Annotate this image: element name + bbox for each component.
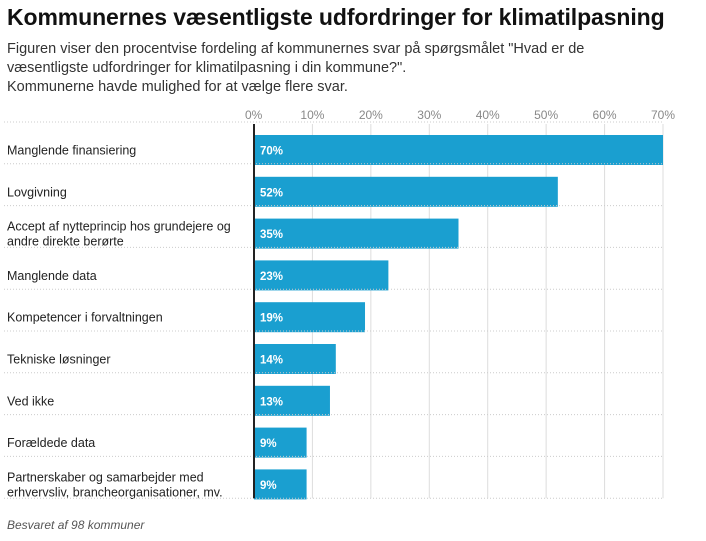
x-tick-label: 0% [245, 108, 263, 122]
x-tick-label: 50% [534, 108, 558, 122]
bar-value-label: 13% [260, 396, 283, 408]
bar [254, 469, 307, 500]
x-tick-label: 30% [417, 108, 441, 122]
bar [254, 385, 330, 416]
chart-title: Kommunernes væsentligste udfordringer fo… [7, 4, 665, 30]
bar [254, 302, 366, 333]
category-label: Partnerskaber og samarbejder med [7, 470, 204, 484]
chart-subtitle: Figuren viser den procentvise fordeling … [7, 40, 687, 97]
x-tick-label: 20% [359, 108, 383, 122]
bar-value-label: 14% [260, 355, 283, 367]
subtitle-line-1: Figuren viser den procentvise fordeling … [7, 41, 585, 57]
x-tick-label: 10% [300, 108, 324, 122]
subtitle-line-3: Kommunerne havde mulighed for at vælge f… [7, 79, 348, 95]
bar [254, 135, 663, 165]
category-label: Ved ikke [7, 394, 54, 408]
bar-value-label: 9% [260, 480, 277, 492]
bar-value-label: 70% [260, 146, 283, 158]
bar-value-label: 9% [260, 438, 277, 450]
chart-footnote: Besvaret af 98 kommuner [7, 518, 145, 532]
category-label: Forældede data [7, 436, 95, 450]
category-label: andre direkte berørte [7, 235, 124, 249]
category-label: Lovgivning [7, 185, 67, 199]
category-label: Kompetencer i forvaltningen [7, 311, 163, 325]
x-tick-label: 70% [651, 108, 675, 122]
bar [254, 176, 558, 207]
bar [254, 427, 307, 458]
bar [254, 344, 336, 374]
category-label: Accept af nytteprincip hos grundejere og [7, 220, 231, 234]
category-label: Manglende data [7, 269, 97, 283]
bar-value-label: 19% [260, 313, 283, 325]
x-tick-label: 40% [476, 108, 500, 122]
bar-value-label: 52% [260, 187, 283, 199]
bar [254, 260, 389, 291]
x-tick-label: 60% [593, 108, 617, 122]
category-label: Manglende finansiering [7, 144, 136, 158]
bar-value-label: 35% [260, 229, 283, 241]
bar-value-label: 23% [260, 271, 283, 283]
category-label: Tekniske løsninger [7, 353, 111, 367]
category-label: erhvervsliv, brancheorganisationer, mv. [7, 485, 223, 499]
subtitle-line-2: væsentligste udfordringer for klimatilpa… [7, 60, 407, 76]
bar [254, 218, 459, 249]
